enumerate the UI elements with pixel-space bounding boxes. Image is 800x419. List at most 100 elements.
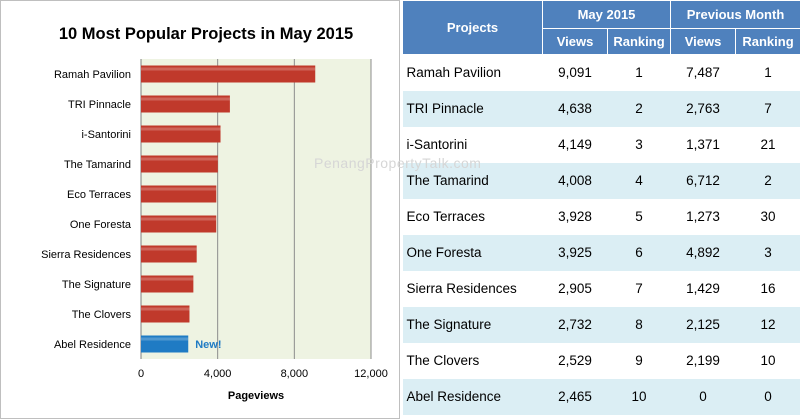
x-tick-label: 12,000 — [354, 368, 388, 380]
bar-shine — [141, 127, 221, 131]
views-cell: 4,149 — [542, 126, 608, 163]
views-cell: 3,928 — [542, 198, 608, 235]
project-cell: Sierra Residences — [402, 270, 543, 307]
prev-rank-cell: 30 — [735, 198, 800, 235]
bar — [141, 275, 194, 293]
chart-panel: 10 Most Popular Projects in May 2015 Ram… — [0, 0, 400, 419]
prev-views-cell: 1,371 — [670, 126, 736, 163]
bar-shine — [141, 187, 217, 191]
bar-shine — [141, 307, 190, 311]
category-label: The Signature — [62, 279, 131, 291]
bar-shine — [141, 277, 194, 281]
rank-cell: 9 — [607, 342, 671, 379]
prev-rank-cell: 2 — [735, 162, 800, 199]
views-cell: 4,008 — [542, 162, 608, 199]
x-tick-label: 0 — [138, 368, 144, 380]
rank-cell: 8 — [607, 306, 671, 343]
category-labels: Ramah Pavilion TRI Pinnacle i-Santorini The… — [41, 69, 132, 351]
category-label: Sierra Residences — [41, 249, 131, 261]
bar-chart: 10 Most Popular Projects in May 2015 Ram… — [41, 25, 388, 402]
bar — [141, 125, 221, 143]
rank-cell: 5 — [607, 198, 671, 235]
views-subheader: Views — [542, 28, 608, 55]
category-label: One Foresta — [70, 219, 132, 231]
prev-views-cell: 6,712 — [670, 162, 736, 199]
bar — [141, 65, 316, 83]
bar-shine — [141, 67, 316, 71]
prev-rank-cell: 0 — [735, 378, 800, 415]
bar-shine — [141, 157, 218, 161]
prev-rank-cell: 10 — [735, 342, 800, 379]
project-cell: TRI Pinnacle — [402, 90, 543, 127]
prev-views-cell: 1,429 — [670, 270, 736, 307]
category-label: Eco Terraces — [67, 189, 131, 201]
prev-views-cell: 2,199 — [670, 342, 736, 379]
rank-cell: 10 — [607, 378, 671, 415]
bar — [141, 335, 189, 353]
views-cell: 2,905 — [542, 270, 608, 307]
views-cell: 2,529 — [542, 342, 608, 379]
table-row: i-Santorini 4,149 3 1,371 21 — [402, 126, 800, 163]
bar — [141, 215, 217, 233]
projects-header: Projects — [402, 0, 543, 55]
previous-month-header: Previous Month — [670, 0, 800, 29]
bar — [141, 155, 218, 173]
bar — [141, 305, 190, 323]
prev-ranking-subheader: Ranking — [735, 28, 800, 55]
bar-shine — [141, 247, 197, 251]
prev-views-cell: 7,487 — [670, 54, 736, 91]
project-cell: One Foresta — [402, 234, 543, 271]
prev-rank-cell: 21 — [735, 126, 800, 163]
table-row: TRI Pinnacle 4,638 2 2,763 7 — [402, 90, 800, 127]
rank-cell: 4 — [607, 162, 671, 199]
project-cell: i-Santorini — [402, 126, 543, 163]
rank-cell: 6 — [607, 234, 671, 271]
rank-cell: 7 — [607, 270, 671, 307]
prev-rank-cell: 16 — [735, 270, 800, 307]
project-cell: The Clovers — [402, 342, 543, 379]
ranking-table-panel: Projects May 2015 Previous Month Views R… — [314, 0, 800, 419]
category-label: TRI Pinnacle — [68, 99, 131, 111]
category-label: The Tamarind — [64, 159, 131, 171]
prev-rank-cell: 1 — [735, 54, 800, 91]
prev-rank-cell: 7 — [735, 90, 800, 127]
table-row: One Foresta 3,925 6 4,892 3 — [402, 234, 800, 271]
views-cell: 4,638 — [542, 90, 608, 127]
new-annotation: New! — [195, 339, 221, 351]
project-cell: The Signature — [402, 306, 543, 343]
views-cell: 2,732 — [542, 306, 608, 343]
bar-shine — [141, 337, 189, 341]
category-label: Ramah Pavilion — [54, 69, 131, 81]
project-cell: Abel Residence — [402, 378, 543, 415]
chart-title: 10 Most Popular Projects in May 2015 — [59, 25, 353, 43]
table-row: Sierra Residences 2,905 7 1,429 16 — [402, 270, 800, 307]
bar — [141, 95, 230, 113]
category-label: The Clovers — [72, 309, 132, 321]
ranking-table: Projects May 2015 Previous Month Views R… — [402, 0, 800, 415]
table-row: Ramah Pavilion 9,091 1 7,487 1 — [402, 54, 800, 91]
rank-cell: 2 — [607, 90, 671, 127]
table-row: The Tamarind 4,008 4 6,712 2 — [402, 162, 800, 199]
x-axis-label: Pageviews — [228, 390, 284, 402]
bars — [141, 65, 316, 353]
prev-rank-cell: 12 — [735, 306, 800, 343]
table-row: The Clovers 2,529 9 2,199 10 — [402, 342, 800, 379]
project-cell: The Tamarind — [402, 162, 543, 199]
views-cell: 9,091 — [542, 54, 608, 91]
project-cell: Ramah Pavilion — [402, 54, 543, 91]
table-row: Eco Terraces 3,928 5 1,273 30 — [402, 198, 800, 235]
watermark: PenangPropertyTalk.com — [314, 155, 482, 171]
bar-shine — [141, 97, 230, 101]
table-row: The Signature 2,732 8 2,125 12 — [402, 306, 800, 343]
views-cell: 2,465 — [542, 378, 608, 415]
table-row: Abel Residence 2,465 10 0 0 — [402, 378, 800, 415]
may-2015-header: May 2015 — [541, 0, 672, 29]
prev-views-cell: 2,763 — [670, 90, 736, 127]
project-cell: Eco Terraces — [402, 198, 543, 235]
prev-views-cell: 1,273 — [670, 198, 736, 235]
category-label: Abel Residence — [54, 339, 131, 351]
x-tick-labels: 0 4,000 8,000 12,000 — [138, 368, 388, 380]
prev-views-cell: 4,892 — [670, 234, 736, 271]
prev-views-cell: 2,125 — [670, 306, 736, 343]
prev-views-cell: 0 — [670, 378, 736, 415]
